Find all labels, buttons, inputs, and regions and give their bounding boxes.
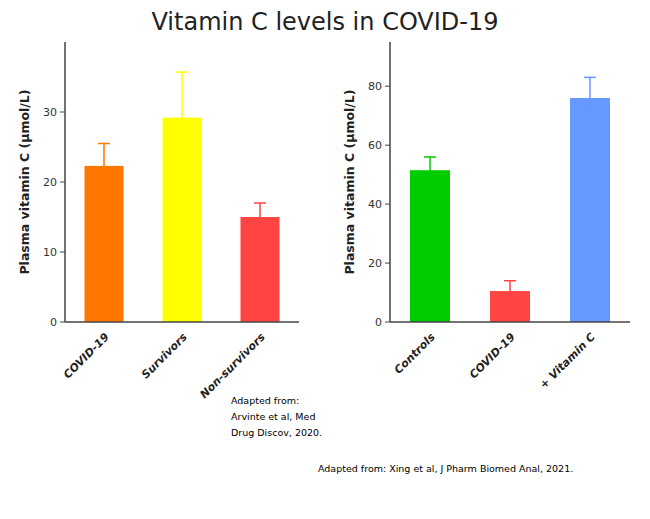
error-cap — [424, 183, 436, 185]
error-bar — [254, 203, 266, 231]
error-cap — [584, 77, 596, 79]
x-tick-label: Controls — [392, 330, 438, 376]
y-axis-label: Plasma vitamin C (μmol/L) — [342, 89, 357, 274]
y-tick-label: 0 — [375, 316, 382, 329]
chart-root: Vitamin C levels in COVID-19 0 10 20 30 Plasm… — [0, 0, 650, 519]
error-bar — [584, 77, 596, 118]
error-cap — [504, 301, 516, 303]
error-line — [181, 72, 183, 163]
y-axis-line — [389, 42, 391, 322]
y-tick-label: 40 — [368, 198, 382, 211]
error-cap — [584, 118, 596, 120]
error-bar — [176, 72, 188, 163]
bar — [241, 217, 280, 322]
error-line — [259, 203, 261, 231]
error-line — [509, 281, 511, 302]
x-axis-line — [390, 321, 630, 323]
x-axis-line — [65, 321, 299, 323]
panel: 0 20 40 60 80 Plasma vitamin C (μmol/L) Contro… — [342, 42, 630, 391]
y-tick-label: 80 — [368, 80, 382, 93]
error-cap — [254, 230, 266, 232]
marks — [410, 77, 610, 322]
annotation: Adapted from: Xing et al, J Pharm Biomed… — [318, 463, 573, 474]
y-axis-line — [64, 42, 66, 322]
x-tick-label: Non-survivors — [197, 330, 268, 401]
error-cap — [504, 280, 516, 282]
annotation: Drug Discov, 2020. — [231, 427, 322, 438]
bar — [85, 166, 124, 322]
error-line — [429, 157, 431, 184]
x-tick-label: + Vitamin C — [537, 331, 598, 392]
y-tick-label: 0 — [50, 316, 57, 329]
error-cap — [176, 71, 188, 73]
error-cap — [98, 143, 110, 145]
bar — [410, 170, 450, 322]
y-tick-label: 10 — [43, 246, 57, 259]
error-cap — [254, 202, 266, 204]
x-tick-label: COVID-19 — [467, 330, 518, 381]
error-line — [103, 144, 105, 189]
chart-title: Vitamin C levels in COVID-19 — [151, 8, 498, 36]
y-tick-label: 60 — [368, 139, 382, 152]
error-cap — [424, 156, 436, 158]
x-tick-label: COVID-19 — [61, 330, 112, 381]
background — [0, 0, 650, 519]
bar — [570, 98, 610, 322]
y-axis-label: Plasma vitamin C (μmol/L) — [17, 89, 32, 274]
y-tick-label: 30 — [43, 106, 57, 119]
error-cap — [98, 188, 110, 190]
x-tick-label: Survivors — [139, 330, 190, 381]
error-line — [589, 77, 591, 118]
y-tick-label: 20 — [43, 176, 57, 189]
y-tick-label: 20 — [368, 257, 382, 270]
error-cap — [176, 162, 188, 164]
annotation: Arvinte et al, Med — [231, 411, 315, 422]
annotation: Adapted from: — [231, 395, 299, 406]
panel: 0 10 20 30 Plasma vitamin C (μmol/L) COVID-19… — [17, 42, 299, 401]
marks — [85, 72, 280, 322]
error-bar — [504, 281, 516, 302]
error-bar — [424, 157, 436, 184]
error-bar — [98, 144, 110, 189]
